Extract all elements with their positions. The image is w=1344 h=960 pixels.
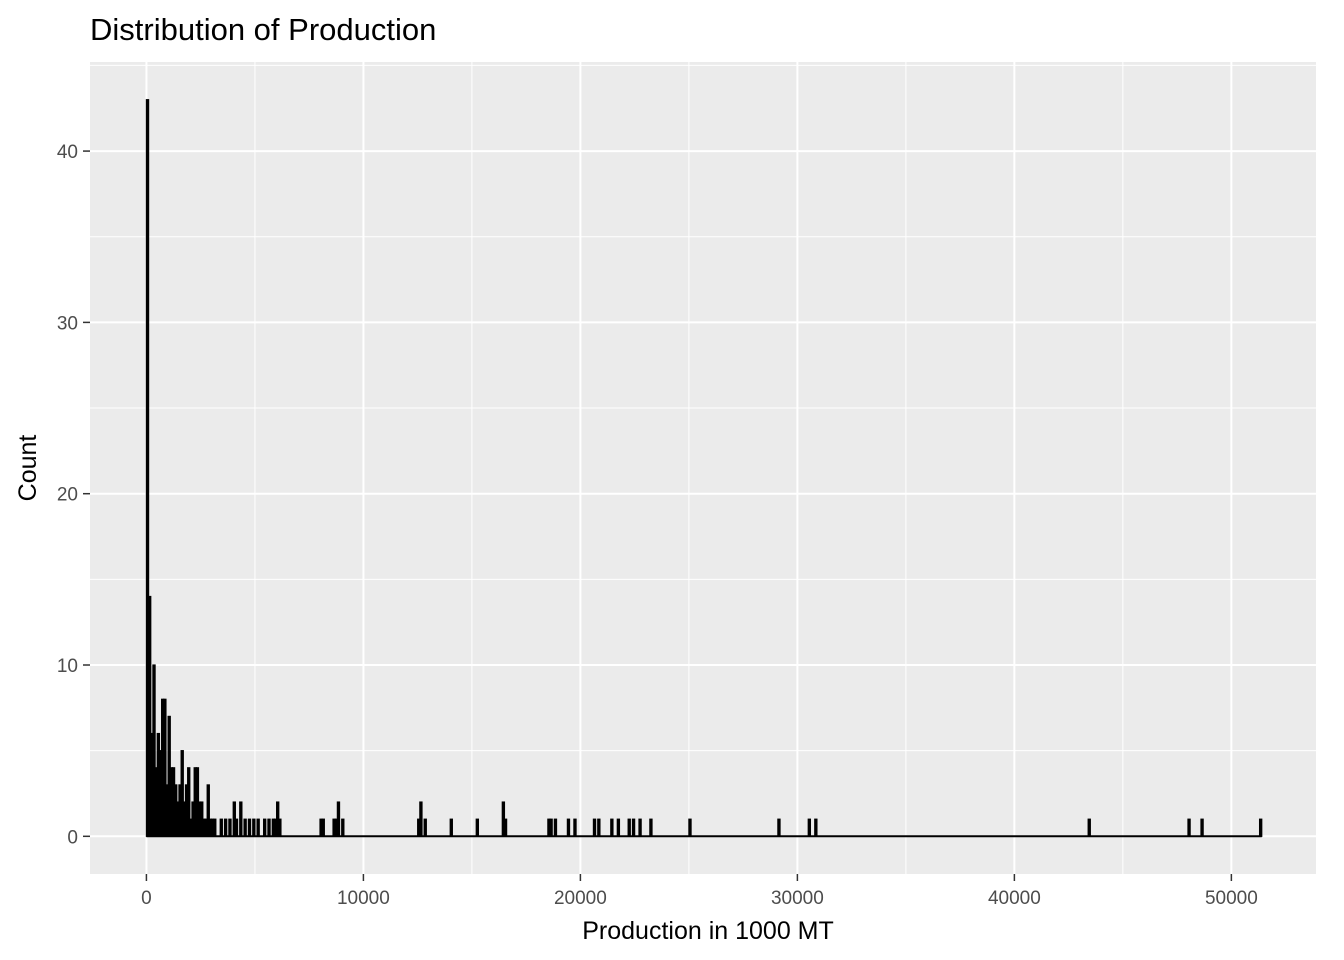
- histogram-bar: [213, 818, 217, 837]
- x-tick-label: 0: [141, 888, 152, 909]
- minor-gridlines: [90, 62, 1316, 874]
- histogram-bar: [549, 818, 553, 837]
- histogram-bar: [234, 818, 239, 837]
- histogram-bar: [336, 801, 341, 837]
- histogram-bar: [616, 818, 621, 837]
- plot-panel: [90, 62, 1316, 874]
- histogram-bar: [597, 818, 601, 837]
- histogram-bar: [152, 664, 156, 837]
- histogram-bar: [247, 818, 252, 837]
- y-axis: 0 10 20 30 40: [57, 142, 90, 848]
- x-tick-label: 40000: [988, 888, 1041, 909]
- histogram-bar: [1200, 818, 1204, 837]
- histogram-bar: [592, 818, 597, 837]
- histogram-bar: [573, 818, 577, 837]
- y-tick-label: 30: [57, 313, 78, 334]
- histogram-bar: [252, 818, 256, 837]
- histogram-bar: [1087, 818, 1091, 837]
- histogram-bar: [145, 99, 150, 837]
- histogram-bar: [228, 818, 232, 837]
- y-tick-label: 0: [67, 827, 78, 848]
- histogram-bar: [610, 818, 614, 837]
- histogram-bar: [566, 818, 571, 837]
- histogram-bar: [688, 818, 692, 837]
- x-axis: 0 10000 20000 30000 40000 50000: [141, 874, 1258, 909]
- histogram-bar: [777, 818, 781, 837]
- histogram-bar: [503, 818, 508, 837]
- histogram-bar: [423, 818, 427, 837]
- x-axis-title: Production in 1000 MT: [582, 917, 834, 945]
- x-tick-label: 30000: [771, 888, 824, 909]
- histogram-bar: [321, 818, 325, 837]
- histogram-bar: [1258, 818, 1263, 837]
- histogram-bar: [219, 818, 223, 837]
- histogram-bar: [1187, 818, 1191, 837]
- histogram-bar: [649, 818, 653, 837]
- histogram-bar: [475, 818, 480, 837]
- histogram-bar: [553, 818, 558, 837]
- histogram-bar: [223, 818, 228, 837]
- histogram-bar: [419, 801, 423, 837]
- y-tick-label: 40: [57, 142, 78, 163]
- histogram-bar: [180, 750, 184, 837]
- histogram-bar: [807, 818, 812, 837]
- histogram-bar: [163, 698, 167, 837]
- histogram-bar: [278, 818, 282, 837]
- histogram-bar: [206, 784, 210, 837]
- histogram-bar: [638, 818, 642, 837]
- histogram-bar: [341, 818, 345, 837]
- y-tick-label: 20: [57, 485, 78, 506]
- x-tick-label: 20000: [554, 888, 607, 909]
- histogram-bars: [145, 99, 1263, 838]
- x-tick-label: 10000: [337, 888, 390, 909]
- histogram-bar: [449, 818, 453, 837]
- histogram-bar: [239, 801, 243, 837]
- chart-title: Distribution of Production: [90, 12, 436, 47]
- histogram-bar: [147, 595, 152, 837]
- histogram-bar: [243, 818, 247, 837]
- histogram-bar: [631, 818, 636, 837]
- histogram-bar: [267, 818, 271, 837]
- histogram-bar: [187, 767, 191, 837]
- histogram-bar: [814, 818, 818, 837]
- histogram-bar: [627, 818, 631, 837]
- x-tick-label: 50000: [1205, 888, 1258, 909]
- histogram-bar: [256, 818, 260, 837]
- histogram-bar: [262, 818, 267, 837]
- y-axis-title: Count: [14, 435, 42, 502]
- y-tick-label: 10: [57, 656, 78, 677]
